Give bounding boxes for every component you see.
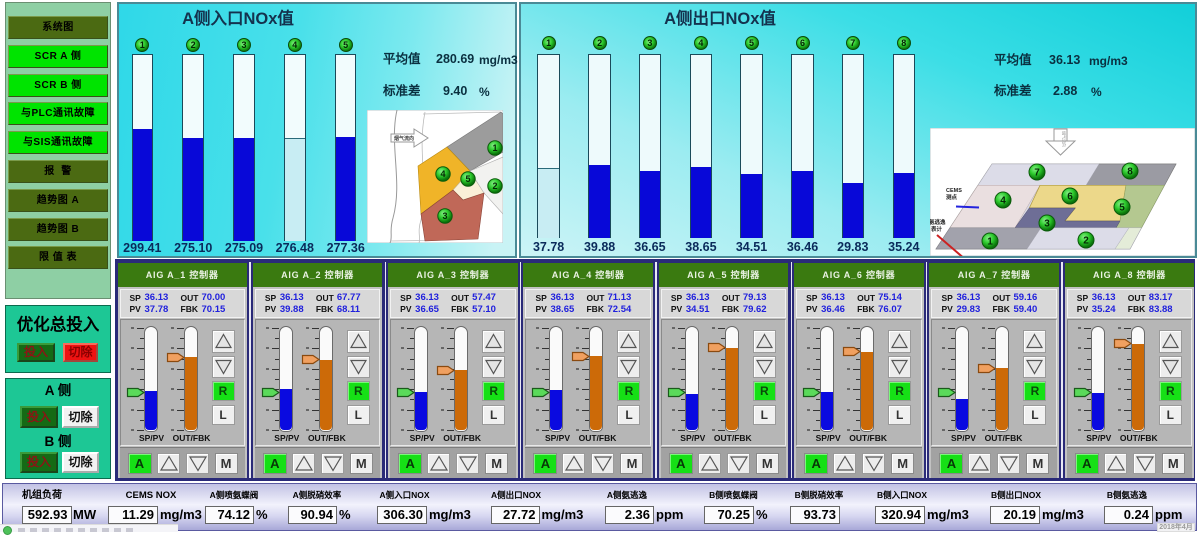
svg-text:表计: 表计 [930,225,943,233]
svg-text:8: 8 [1127,167,1133,178]
svg-text:6: 6 [1067,192,1073,203]
svg-text:测点: 测点 [946,193,958,201]
svg-text:CEMS: CEMS [946,188,962,194]
svg-text:氨逃逸: 氨逃逸 [930,218,946,226]
svg-text:5: 5 [465,174,470,184]
svg-text:2: 2 [1083,236,1089,247]
svg-text:烟气流向: 烟气流向 [394,135,414,142]
svg-text:2: 2 [492,181,497,191]
svg-text:3: 3 [1044,219,1050,230]
svg-text:烟气流向: 烟气流向 [1062,131,1068,147]
svg-text:1: 1 [492,143,497,153]
svg-text:5: 5 [1119,203,1125,214]
svg-text:1: 1 [987,237,993,248]
svg-text:4: 4 [440,169,445,179]
svg-text:7: 7 [1034,168,1040,179]
svg-text:3: 3 [442,211,447,221]
svg-text:4: 4 [1000,196,1006,207]
